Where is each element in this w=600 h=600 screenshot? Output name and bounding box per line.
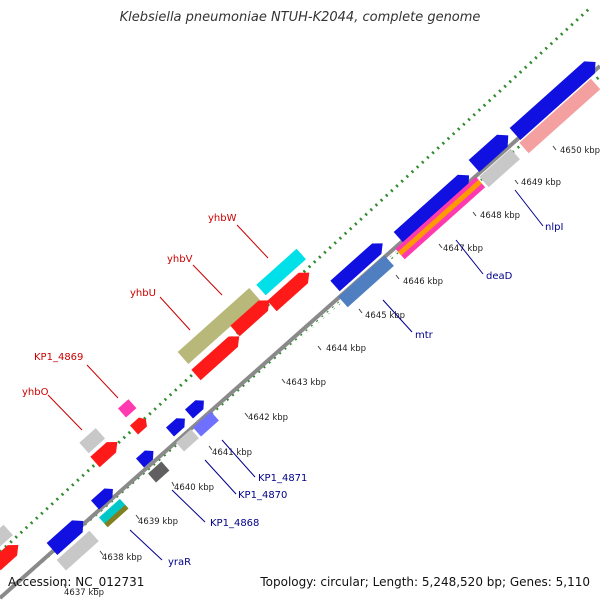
gene-feature[interactable] <box>56 530 99 571</box>
gene-feature[interactable] <box>230 295 274 337</box>
callout-line <box>204 459 237 495</box>
tick-label: 4649 kbp <box>521 178 561 188</box>
callout-line <box>514 189 544 227</box>
gene-feature-kp1-4871[interactable] <box>193 411 219 437</box>
gene-label-yhbV[interactable]: yhbV <box>167 254 193 265</box>
gene-feature-kp1-4869[interactable] <box>118 399 137 418</box>
gene-feature[interactable] <box>519 78 600 154</box>
callout-line <box>382 299 413 333</box>
backbone-outer <box>0 64 600 600</box>
gene-feature[interactable] <box>91 485 117 510</box>
gene-feature-yhbO[interactable] <box>79 428 106 454</box>
gene-feature[interactable] <box>398 179 482 256</box>
gene-label-kp1-4869[interactable]: KP1_4869 <box>34 352 83 363</box>
gene-label-deaD[interactable]: deaD <box>486 271 513 282</box>
callout-line <box>47 394 83 431</box>
gene-feature[interactable] <box>136 447 157 468</box>
gene-feature-kp1-4868[interactable] <box>148 461 170 483</box>
gene-feature[interactable] <box>0 540 23 571</box>
gene-feature-kp1-4870[interactable] <box>176 429 199 452</box>
gene-feature[interactable] <box>0 524 13 549</box>
callout-line <box>236 224 269 259</box>
tick-label: 4650 kbp <box>560 146 600 156</box>
gene-label-kp1-4870[interactable]: KP1_4870 <box>238 490 287 501</box>
features-outer-strand <box>0 56 600 571</box>
gene-feature-yraR[interactable] <box>99 498 128 527</box>
gene-feature[interactable] <box>393 169 475 244</box>
tick-label: 4640 kbp <box>174 483 214 493</box>
gene-label-yraR[interactable]: yraR <box>168 557 191 568</box>
gene-feature[interactable] <box>104 504 129 528</box>
tick-label: 4639 kbp <box>138 517 178 527</box>
tick-label: 4643 kbp <box>286 378 326 388</box>
tick-marks <box>63 145 557 589</box>
tick-label: 4645 kbp <box>365 311 405 321</box>
gene-label-yhbW[interactable]: yhbW <box>208 213 237 224</box>
gene-label-yhbO[interactable]: yhbO <box>22 387 49 398</box>
gene-label-mtr[interactable]: mtr <box>415 330 434 341</box>
gene-feature-mtr[interactable] <box>338 255 394 308</box>
gene-feature[interactable] <box>130 415 150 435</box>
callout-line <box>221 439 256 478</box>
callout-line <box>455 239 484 275</box>
tick-label: 4641 kbp <box>212 448 252 458</box>
tick-label: 4644 kbp <box>326 344 366 354</box>
tick-label: 4637 kbp <box>64 588 104 598</box>
gene-label-nlpI[interactable]: nlpI <box>545 222 563 233</box>
callout-line <box>129 529 163 561</box>
genome-summary-text: Topology: circular; Length: 5,248,520 bp… <box>260 575 590 589</box>
gene-feature[interactable] <box>185 396 208 419</box>
gene-feature-yhbU[interactable] <box>177 288 260 364</box>
map-title: Klebsiella pneumoniae NTUH-K2044, comple… <box>119 10 481 25</box>
gene-label-kp1-4871[interactable]: KP1_4871 <box>258 473 307 484</box>
gene-feature[interactable] <box>468 129 514 172</box>
tick-label: 4642 kbp <box>248 413 288 423</box>
gene-label-yhbU[interactable]: yhbU <box>130 288 156 299</box>
accession-text: Accession: NC_012731 <box>8 575 145 589</box>
callout-line <box>192 264 223 296</box>
callout-line <box>159 296 191 331</box>
gene-feature[interactable] <box>509 56 600 140</box>
gene-feature[interactable] <box>267 267 314 312</box>
gene-label-kp1-4868[interactable]: KP1_4868 <box>210 518 259 529</box>
tick-label: 4646 kbp <box>403 277 443 287</box>
gene-feature[interactable] <box>46 515 89 555</box>
tick-label: 4648 kbp <box>480 211 520 221</box>
callout-line <box>171 489 206 523</box>
gene-feature[interactable] <box>191 331 244 381</box>
gene-feature-nlpI[interactable] <box>479 148 520 188</box>
gene-feature[interactable] <box>90 437 122 468</box>
tick-label: 4638 kbp <box>102 553 142 563</box>
callout-line <box>86 364 119 399</box>
gene-feature[interactable] <box>166 414 189 437</box>
gene-feature[interactable] <box>330 238 387 292</box>
gene-feature-yhbW[interactable] <box>256 248 306 296</box>
